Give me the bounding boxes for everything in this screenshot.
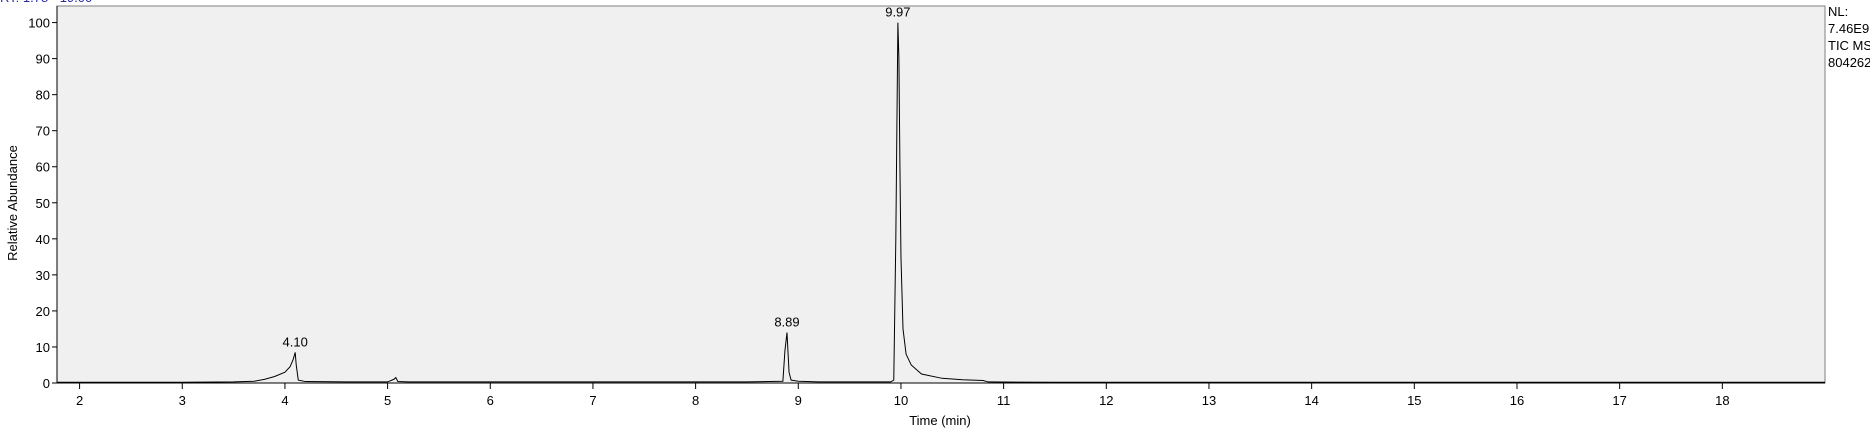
y-tick-label: 40 bbox=[36, 232, 50, 247]
peak-label: 8.89 bbox=[774, 315, 799, 330]
y-tick-label: 50 bbox=[36, 196, 50, 211]
side-note: TIC MS bbox=[1828, 38, 1870, 53]
y-tick-label: 60 bbox=[36, 160, 50, 175]
y-tick-label: 100 bbox=[28, 16, 50, 31]
x-tick-label: 14 bbox=[1304, 393, 1318, 408]
range-label: RT: 1.78 - 19.00 bbox=[0, 0, 92, 5]
plot-area bbox=[56, 5, 1826, 384]
trace bbox=[57, 22, 1825, 383]
x-tick-label: 7 bbox=[589, 393, 596, 408]
x-tick-label: 16 bbox=[1510, 393, 1524, 408]
x-tick-label: 2 bbox=[76, 393, 83, 408]
x-tick-label: 8 bbox=[692, 393, 699, 408]
x-tick-label: 9 bbox=[795, 393, 802, 408]
x-tick-label: 4 bbox=[281, 393, 288, 408]
y-tick-label: 30 bbox=[36, 268, 50, 283]
y-tick-label: 70 bbox=[36, 124, 50, 139]
y-tick-label: 0 bbox=[43, 376, 50, 391]
y-tick-label: 10 bbox=[36, 340, 50, 355]
x-tick-label: 6 bbox=[487, 393, 494, 408]
peak-label: 4.10 bbox=[283, 334, 308, 349]
y-axis-label: Relative Abundance bbox=[5, 145, 20, 261]
x-axis-label: Time (min) bbox=[909, 413, 971, 428]
x-tick-label: 10 bbox=[894, 393, 908, 408]
side-note: 804262 bbox=[1828, 55, 1870, 70]
peak-label: 9.97 bbox=[885, 5, 910, 20]
side-note: NL: bbox=[1828, 4, 1848, 19]
x-tick-label: 15 bbox=[1407, 393, 1421, 408]
x-tick-label: 18 bbox=[1715, 393, 1729, 408]
x-tick-label: 17 bbox=[1612, 393, 1626, 408]
x-tick-label: 3 bbox=[179, 393, 186, 408]
x-tick-label: 11 bbox=[997, 393, 1011, 408]
side-note: 7.46E9 bbox=[1828, 21, 1869, 36]
y-tick-label: 80 bbox=[36, 88, 50, 103]
x-tick-label: 5 bbox=[384, 393, 391, 408]
y-tick-label: 90 bbox=[36, 52, 50, 67]
x-tick-label: 12 bbox=[1099, 393, 1113, 408]
y-tick-label: 20 bbox=[36, 304, 50, 319]
x-tick-label: 13 bbox=[1202, 393, 1216, 408]
